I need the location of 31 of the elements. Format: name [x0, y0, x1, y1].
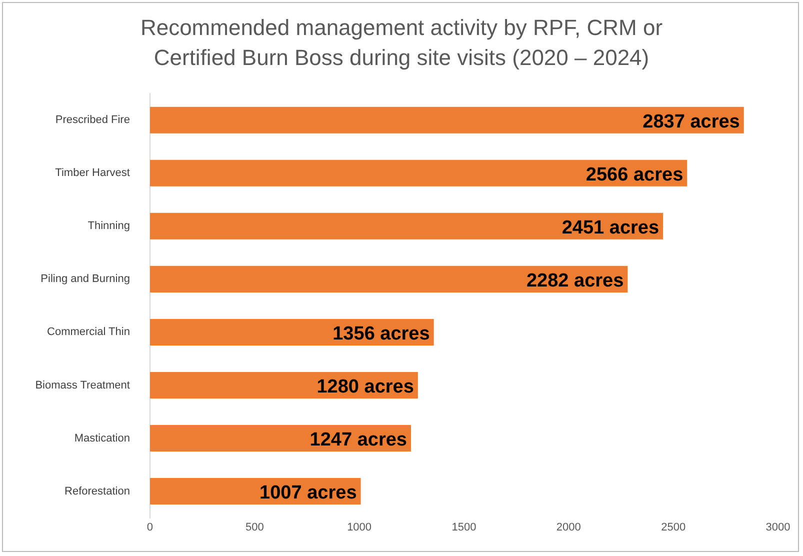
bar	[150, 372, 418, 398]
y-tick-label: Piling and Burning	[40, 273, 130, 286]
y-tick-label: Thinning	[88, 220, 130, 232]
data-label: 2282 acres	[526, 270, 624, 292]
bar	[150, 318, 434, 346]
bar	[150, 212, 664, 240]
bar	[150, 425, 412, 452]
chart-title: Recommended management activity by RPF, CRM or Certified Burn Boss during site visits (2020 – 2024)	[139, 14, 664, 72]
y-tick-label: Biomass Treatment	[35, 379, 130, 392]
data-label: 2451 acres	[562, 217, 660, 238]
y-tick-label: Reforestation	[64, 485, 130, 498]
x-tick-label: 1500	[452, 521, 476, 534]
x-tick-label: 2500	[661, 521, 686, 534]
bar	[150, 266, 628, 292]
x-tick-label: 2000	[556, 521, 581, 534]
data-label: 2566 acres	[586, 164, 684, 186]
data-label: 1007 acres	[260, 482, 357, 504]
bar	[150, 106, 744, 134]
x-tick-label: 3000	[766, 521, 790, 534]
data-label: 1247 acres	[310, 429, 408, 450]
data-label: 1280 acres	[316, 376, 414, 398]
x-tick-label: 0	[146, 521, 154, 534]
bar	[150, 160, 688, 186]
y-tick-label: Timber Harvest	[55, 167, 130, 180]
y-tick-label: Commercial Thin	[47, 326, 130, 338]
data-label: 1356 acres	[332, 323, 430, 344]
y-tick-label: Prescribed Fire	[55, 114, 130, 126]
data-label: 2837 acres	[642, 111, 740, 132]
x-tick-label: 500	[245, 521, 264, 534]
y-tick-label: Mastication	[74, 432, 130, 444]
x-tick-label: 1000	[347, 521, 372, 534]
